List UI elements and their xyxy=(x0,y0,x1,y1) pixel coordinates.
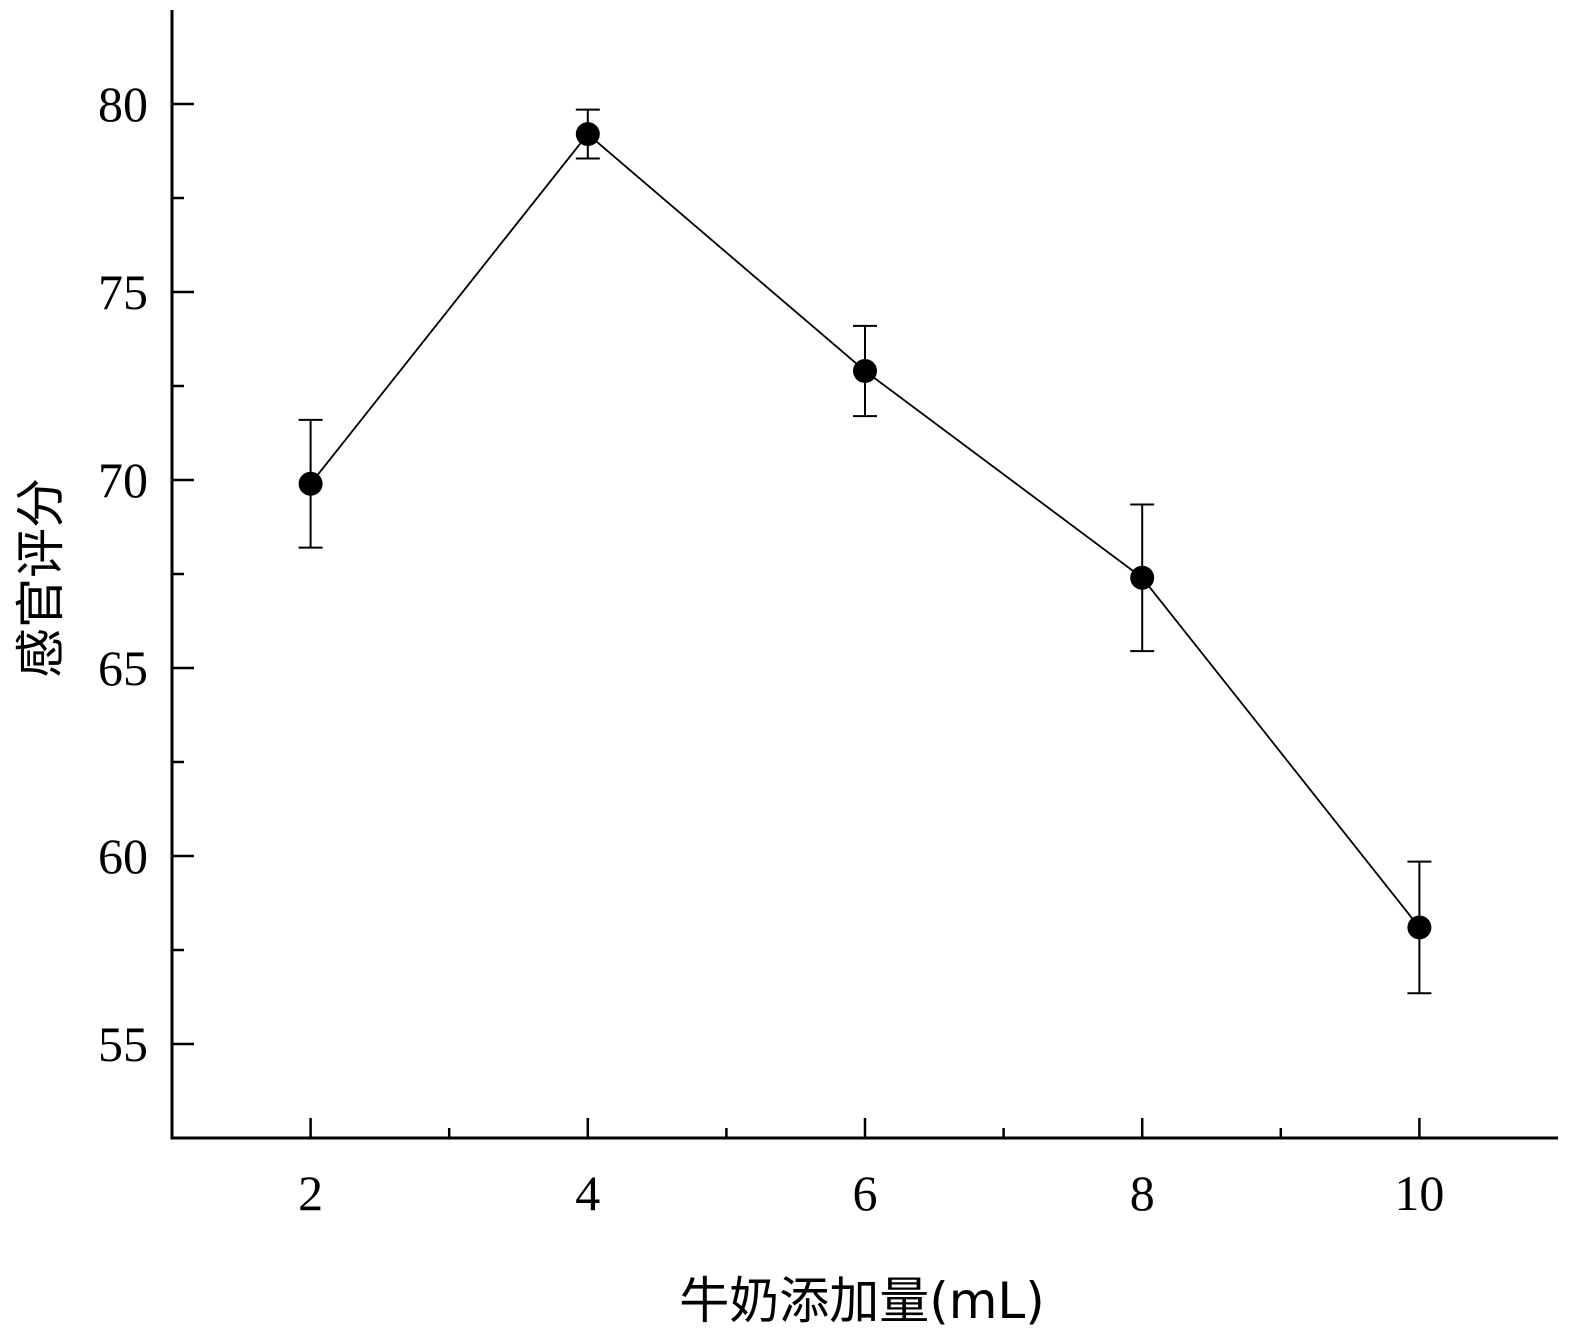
x-tick-label: 6 xyxy=(853,1165,878,1221)
y-tick-label: 55 xyxy=(98,1016,148,1072)
x-tick-label: 8 xyxy=(1130,1165,1155,1221)
series-line xyxy=(309,132,1421,928)
x-axis-title: 牛奶添加量(mL) xyxy=(679,1272,1045,1330)
y-tick-label: 70 xyxy=(98,452,148,508)
data-point xyxy=(1130,565,1155,590)
y-tick-label: 80 xyxy=(98,76,148,132)
series-lines xyxy=(309,132,1421,928)
data-point xyxy=(1407,915,1432,940)
data-point xyxy=(298,471,323,496)
y-tick-label: 75 xyxy=(98,264,148,320)
data-point xyxy=(853,358,877,383)
x-tick-label: 4 xyxy=(575,1165,600,1221)
ticks xyxy=(172,102,1421,1138)
y-tick-label: 60 xyxy=(98,828,148,884)
tick-labels: 2 4 6 8 10 55 60 65 70 75 80 xyxy=(98,76,1444,1221)
y-tick-label: 65 xyxy=(98,640,148,696)
y-axis-title: 感官评分 xyxy=(12,478,70,678)
data-points xyxy=(298,122,1432,940)
axes xyxy=(170,10,1558,1140)
x-tick-label: 10 xyxy=(1394,1165,1444,1221)
data-point xyxy=(575,122,600,147)
error-bars xyxy=(298,108,1432,995)
x-tick-label: 2 xyxy=(298,1165,323,1221)
